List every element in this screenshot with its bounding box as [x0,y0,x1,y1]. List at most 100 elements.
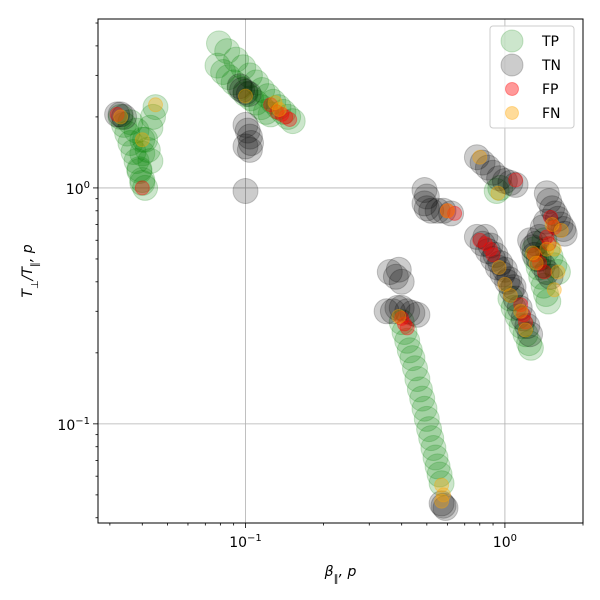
series-TN [104,73,578,521]
data-point-TN [486,165,513,192]
data-point-FN [518,322,533,338]
data-point-TN [529,252,556,279]
data-point-FN [525,245,541,261]
data-point-TN [526,223,553,250]
data-point-FN [544,217,560,232]
data-point-TP [528,263,555,290]
data-point-FP [536,264,552,280]
data-point-FN [513,303,529,319]
data-point-FP [278,109,294,125]
data-point-TN [491,168,518,194]
data-point-TN [418,197,445,224]
data-point-FP [541,236,557,252]
data-point-FN [434,493,450,509]
data-point-TP [129,169,156,196]
data-point-TN [229,77,256,103]
data-point-TP [260,88,287,115]
data-point-TN [480,245,506,272]
data-point-TN [432,495,459,521]
data-point-TP [487,174,514,201]
data-point-TN [226,73,253,100]
data-point-FN [267,95,283,111]
data-point-TN [232,79,259,105]
data-point-FN [439,203,455,219]
data-point-TN [107,101,134,128]
data-point-FP [485,247,501,263]
data-point-TN [474,154,501,181]
data-point-TP [270,98,297,125]
data-point-TP [406,376,433,403]
data-point-FN [472,149,488,165]
data-point-FP [472,232,488,248]
data-point-TN [547,211,574,238]
data-point-TN [472,223,499,250]
data-point-TP [140,103,166,130]
data-point-TN [474,238,501,265]
data-point-TP [516,330,543,357]
data-point-TN [489,261,516,288]
data-point-FP [394,310,410,326]
data-point-FP [513,297,529,313]
data-point-TP [409,385,436,412]
data-point-TN [550,216,577,242]
data-point-TP [132,174,159,201]
plot-area: 10−1 100 10−1 100 β∥, p T⊥/T∥, p TP TN FP FN [20,18,584,585]
data-point-TP [420,435,447,461]
data-point-FN [113,109,129,125]
data-point-FP [477,236,493,252]
data-point-TP [257,101,284,128]
data-point-FN [546,282,562,298]
data-point-TN [394,298,421,325]
legend-frame [489,25,575,129]
x-axis-label: β∥, p [324,564,357,585]
data-point-TN [498,276,525,303]
data-point-TN [382,263,409,290]
data-point-FN [546,241,562,257]
data-point-TP [428,470,455,497]
x-tick-label: 10−1 [229,533,262,551]
data-point-TN [502,285,529,312]
data-point-TP [483,178,510,204]
data-point-TN [494,268,521,295]
data-point-TP [206,30,232,57]
data-point-FP [274,106,290,122]
data-point-TP [279,108,306,135]
axes-frame [97,18,584,524]
data-point-TN [502,171,529,198]
data-point-FP [483,241,498,257]
data-point-FN [434,477,450,493]
data-point-TN [523,230,550,257]
data-point-FP [532,255,548,271]
data-point-TP [117,109,144,136]
data-point-FP [397,316,412,332]
data-point-TN [384,294,411,321]
data-point-FN [497,276,513,292]
data-point-TN [542,200,568,227]
series-TP [107,30,571,497]
data-point-TP [422,444,449,471]
data-point-TN [238,130,264,156]
data-point-TP [215,64,242,91]
data-point-TP [418,425,445,452]
data-point-TP [214,38,241,65]
data-point-TP [517,334,544,361]
data-point-TP [120,139,147,165]
data-point-TP [424,453,451,480]
data-point-TN [404,301,431,328]
data-point-FN [553,223,569,238]
data-point-TP [388,309,415,336]
data-point-TP [134,136,161,163]
data-point-TN [533,208,559,235]
data-point-FP [527,247,542,263]
data-point-FP [543,209,559,225]
legend-label-TP: TP [541,34,559,50]
data-point-TP [504,303,531,330]
data-point-TP [129,126,156,153]
data-point-TN [539,195,566,222]
data-point-TP [142,94,169,121]
data-point-TP [236,62,263,89]
data-point-TP [238,85,264,112]
data-point-TN [430,197,457,224]
data-point-TN [232,111,259,138]
legend-label-FN: FN [542,106,561,122]
